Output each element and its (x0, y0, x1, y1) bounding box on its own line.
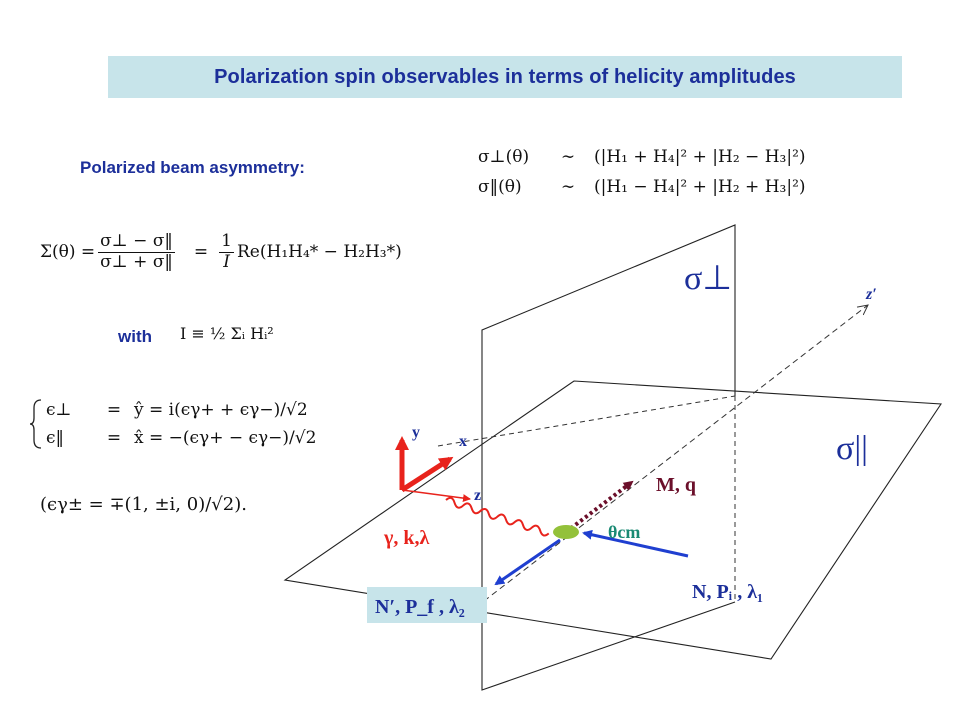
page-title: Polarization spin observables in terms o… (214, 65, 796, 88)
outgoing-nucleon-label-box (367, 587, 487, 623)
coefficient-denominator: I (223, 251, 230, 272)
photon-wave (445, 496, 550, 537)
epsilon-equations: ϵ⊥ = ŷ = i(ϵγ+ + ϵγ−)/√2 ϵ‖ = x̂ = −(ϵγ+… (46, 396, 316, 452)
outgoing-nucleon-label: N′, P_f , λ₂ (375, 596, 465, 618)
asymmetry-equation: Σ(θ) = σ⊥ − σ‖ σ⊥ + σ‖ = 1 I Re(H₁H₄* − … (40, 231, 402, 272)
asymmetry-denominator: σ⊥ + σ‖ (100, 251, 173, 272)
left-brace-icon (29, 399, 42, 449)
eps-par-lhs: ϵ‖ (46, 428, 65, 448)
sim-symbol: ∼ (560, 177, 576, 197)
sigma-perp-lhs: σ⊥(θ) (478, 147, 530, 167)
equals-sign: = (106, 428, 122, 448)
sigma-perp-label: σ⊥ (684, 260, 732, 297)
asymmetry-rhs: Re(H₁H₄* − H₂H₃*) (237, 242, 402, 263)
title-banner: Polarization spin observables in terms o… (108, 56, 902, 98)
equals-sign: = (193, 242, 209, 263)
sigma-par-lhs: σ‖(θ) (478, 177, 522, 197)
axis-x-label: x (459, 433, 467, 450)
interaction-vertex (553, 525, 579, 539)
asymmetry-lhs: Σ(θ) = (40, 242, 96, 263)
eps-perp-rhs: ŷ = i(ϵγ+ + ϵγ−)/√2 (134, 400, 308, 420)
z-prime-label: z′ (865, 286, 877, 303)
beam-axis-line (483, 305, 868, 602)
meson-arrow (564, 480, 634, 534)
horizontal-plane (283, 380, 942, 660)
coefficient-fraction: 1 I (219, 231, 234, 272)
meson-label: M, q (656, 474, 696, 496)
photon-label: γ, k,λ (383, 527, 429, 549)
theta-label: θcm (608, 522, 640, 542)
sigma-perp-rhs: (|H₁ + H₄|² + |H₂ − H₃|²) (594, 147, 806, 167)
sim-symbol: ∼ (560, 147, 576, 167)
sigma-equations: σ⊥(θ) ∼ (|H₁ + H₄|² + |H₂ − H₃|²) σ‖(θ) … (478, 142, 806, 202)
axis-z-label: z (474, 487, 481, 504)
coefficient-numerator: 1 (219, 231, 234, 253)
with-label: with (118, 327, 152, 346)
eps-par-rhs: x̂ = −(ϵγ+ − ϵγ−)/√2 (134, 428, 317, 448)
incoming-nucleon-arrow (582, 529, 689, 558)
sigma-par-rhs: (|H₁ − H₄|² + |H₂ + H₃|²) (594, 177, 806, 197)
vertical-plane (481, 224, 736, 691)
outgoing-nucleon-arrow (494, 538, 561, 586)
sigma-par-label: σ|| (836, 430, 868, 467)
equals-sign: = (106, 400, 122, 420)
eps-perp-lhs: ϵ⊥ (46, 400, 72, 420)
asymmetry-fraction: σ⊥ − σ‖ σ⊥ + σ‖ (98, 231, 175, 272)
incoming-nucleon-label: N, Pᵢ , λ₁ (692, 581, 763, 603)
epsilon-gamma-definition: (ϵγ± = ∓(1, ±i, 0)/√2). (40, 494, 247, 515)
axis-y-label: y (412, 424, 420, 441)
beam-asymmetry-label: Polarized beam asymmetry: (80, 158, 305, 177)
z-axis-arrow (401, 489, 471, 503)
asymmetry-numerator: σ⊥ − σ‖ (98, 231, 175, 253)
x-axis-arrow (400, 456, 454, 493)
normalization-definition: I ≡ ½ Σᵢ Hᵢ² (180, 324, 274, 343)
